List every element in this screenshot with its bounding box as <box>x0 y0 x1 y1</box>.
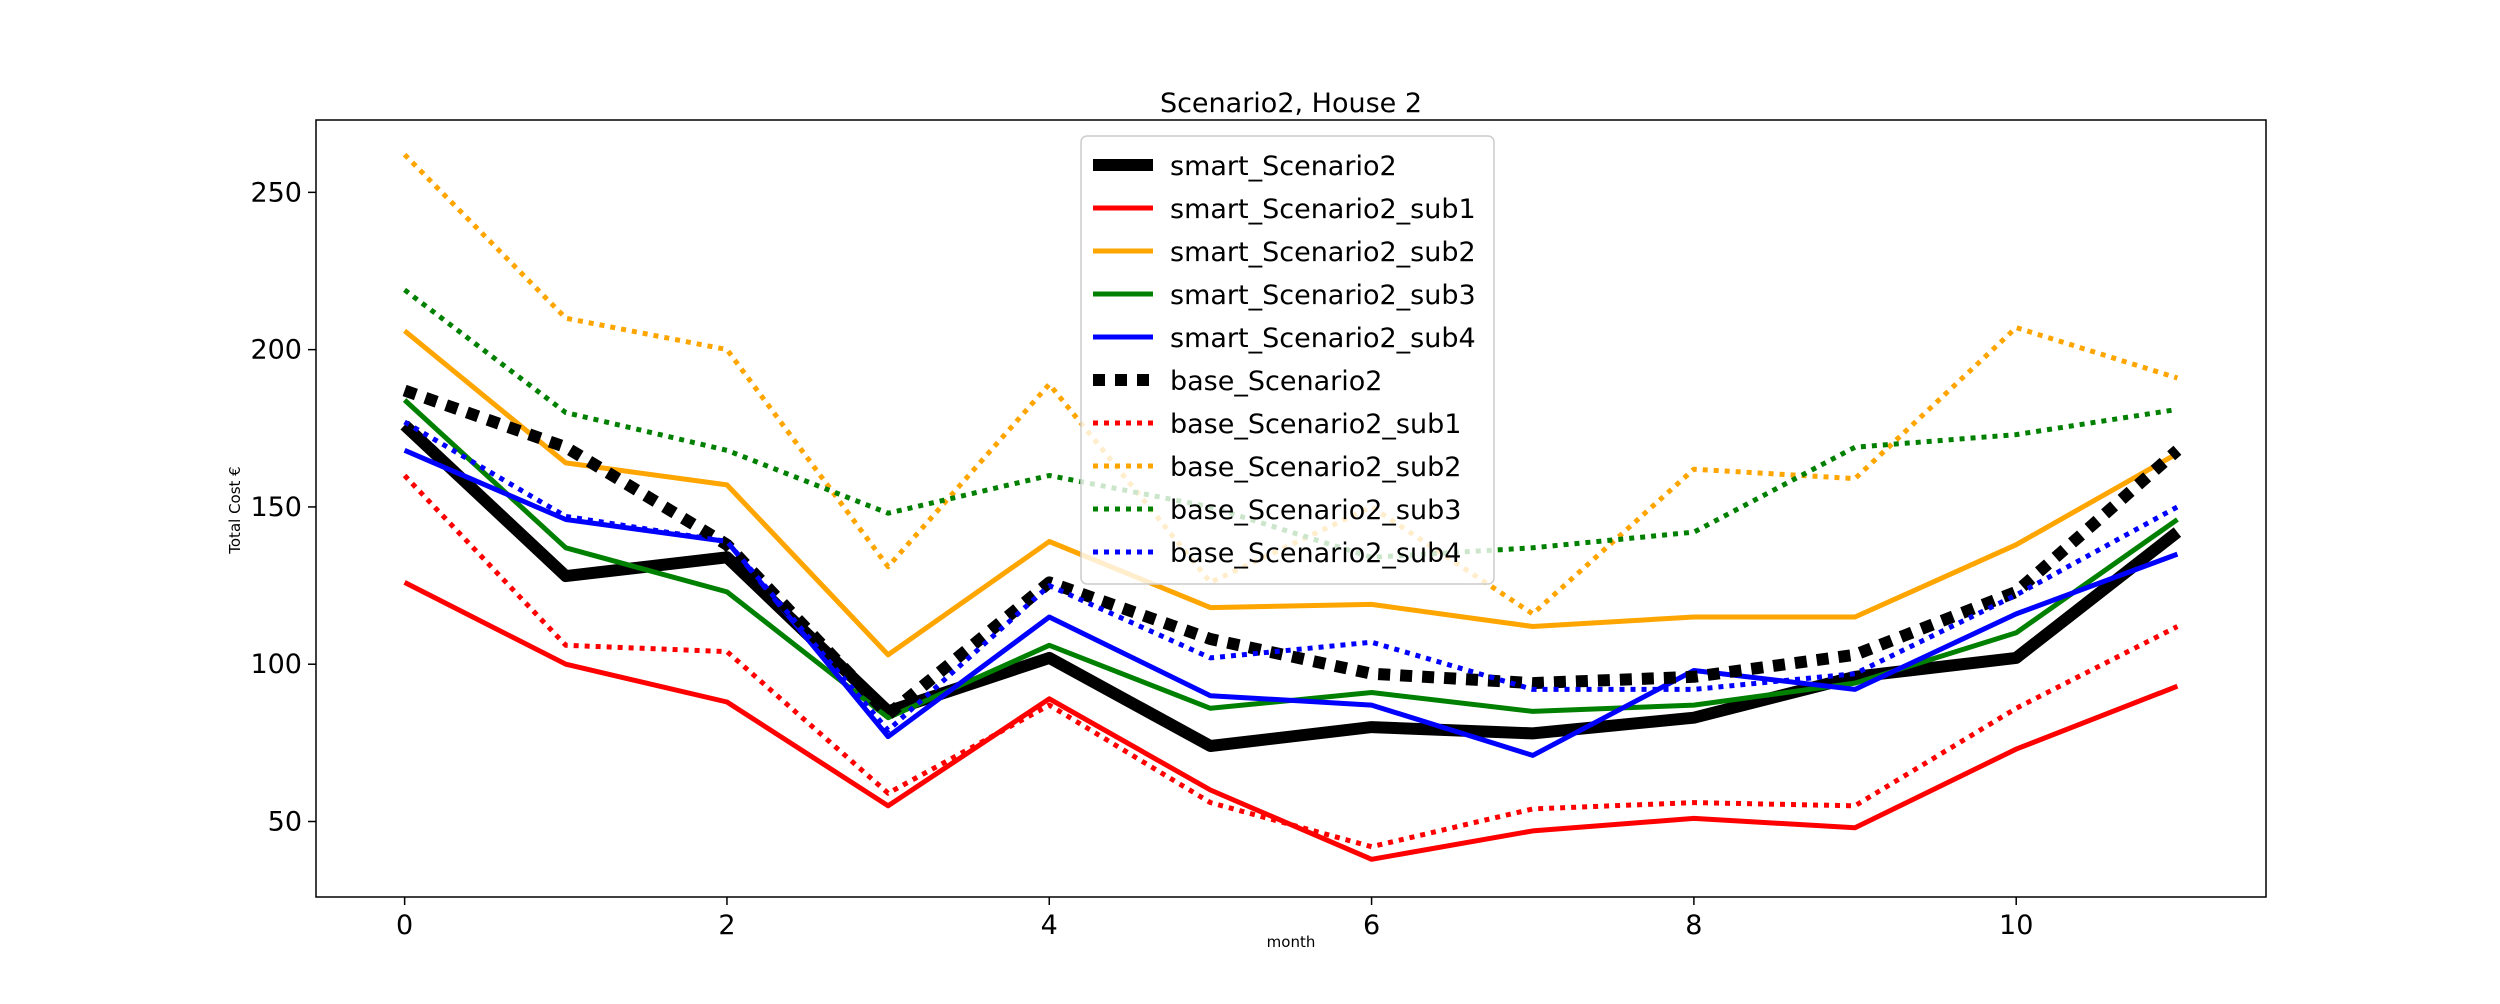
series-line-smart-scenario2-sub2 <box>403 328 2179 658</box>
series-line-base-scenario2-sub2 <box>402 152 2179 617</box>
legend-box <box>1080 135 1495 585</box>
series-line-base-scenario2 <box>402 384 2182 721</box>
series-line-smart-scenario2-sub1 <box>403 580 2179 862</box>
legend-label-base-scenario2-sub1: base_Scenario2_sub1 <box>1170 409 1461 440</box>
legend-label-base-scenario2-sub2: base_Scenario2_sub2 <box>1170 452 1461 483</box>
y-axis-label: Total Cost € <box>226 466 244 554</box>
x-tick-label: 0 <box>396 910 413 941</box>
legend-label-smart-scenario2: smart_Scenario2 <box>1170 151 1397 182</box>
y-tick-label: 100 <box>250 649 302 680</box>
y-tick-label: 150 <box>250 492 302 523</box>
x-tick-label: 2 <box>718 910 735 941</box>
legend: smart_Scenario2 smart_Scenario2_sub1smart… <box>1080 135 1495 585</box>
series-line-base-scenario2-sub4 <box>403 419 2179 733</box>
legend-label-base-scenario2: base_Scenario2 <box>1170 366 1382 397</box>
y-axis-ticks: 50 100 150 200 250 <box>250 177 316 838</box>
x-axis-label: month <box>1267 933 1316 951</box>
x-axis-ticks: 0 2 4 6 8 10 <box>396 897 2033 941</box>
plot-frame <box>315 119 2267 898</box>
plot-series <box>400 152 2182 862</box>
x-tick-label: 10 <box>1999 910 2033 941</box>
y-tick-label: 50 <box>268 807 302 838</box>
x-tick-label: 4 <box>1041 910 1058 941</box>
y-tick-label: 250 <box>250 177 302 208</box>
legend-label-smart-scenario2-sub4: smart_Scenario2_sub4 <box>1170 323 1476 354</box>
legend-label-smart-scenario2-sub1: smart_Scenario2_sub1 <box>1170 194 1476 225</box>
y-tick-label: 200 <box>250 335 302 366</box>
legend-label-smart-scenario2-sub2: smart_Scenario2_sub2 <box>1170 237 1476 268</box>
x-tick-label: 6 <box>1363 910 1380 941</box>
legend-label-base-scenario2-sub3: base_Scenario2_sub3 <box>1170 495 1461 526</box>
legend-label-smart-scenario2-sub3: smart_Scenario2_sub3 <box>1170 280 1476 311</box>
x-tick-label: 8 <box>1685 910 1702 941</box>
legend-label-base-scenario2-sub4: base_Scenario2_sub4 <box>1170 538 1461 569</box>
chart-title: Scenario2, House 2 <box>1160 88 1422 119</box>
